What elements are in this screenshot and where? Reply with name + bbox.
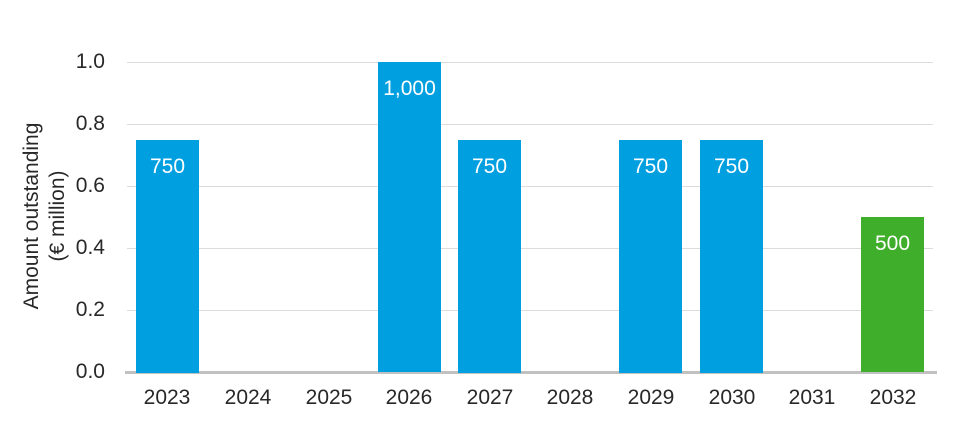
gridline-y-0.2 xyxy=(127,310,933,311)
x-tick-label-2031: 2031 xyxy=(788,386,836,409)
x-axis-line xyxy=(125,371,937,374)
bar-value-label: 750 xyxy=(149,155,186,178)
y-tick-label: 0.2 xyxy=(75,298,105,321)
x-tick-label-2032: 2032 xyxy=(869,386,917,409)
bar-2030 xyxy=(700,140,763,373)
x-tick-label-2026: 2026 xyxy=(385,386,433,409)
y-tick-label: 0.0 xyxy=(75,360,105,383)
bar-2032 xyxy=(861,217,924,372)
y-tick-label: 0.4 xyxy=(75,236,105,259)
y-axis-title: Amount outstanding (€ million) xyxy=(19,123,72,310)
bar-value-label: 750 xyxy=(632,155,669,178)
bar-value-label: 1,000 xyxy=(383,77,436,100)
x-tick-label-2025: 2025 xyxy=(305,386,353,409)
x-tick-label-2030: 2030 xyxy=(708,386,756,409)
bar-2023 xyxy=(136,140,199,373)
gridline-y-0.8 xyxy=(127,124,933,125)
x-tick-label-2028: 2028 xyxy=(546,386,594,409)
y-axis-title-line1: Amount outstanding xyxy=(19,122,43,310)
x-tick-label-2029: 2029 xyxy=(627,386,675,409)
bar-value-label: 750 xyxy=(713,155,750,178)
bar-2029 xyxy=(619,140,682,373)
gridline-y-1.0 xyxy=(127,62,933,63)
bar-value-label: 500 xyxy=(874,232,911,255)
bar-2027 xyxy=(458,140,521,373)
y-tick-label: 0.8 xyxy=(75,112,105,135)
gridline-y-0.6 xyxy=(127,186,933,187)
x-tick-label-2027: 2027 xyxy=(466,386,514,409)
bar-value-label: 750 xyxy=(471,155,508,178)
gridline-y-0.4 xyxy=(127,248,933,249)
x-tick-label-2023: 2023 xyxy=(143,386,191,409)
x-tick-label-2024: 2024 xyxy=(224,386,272,409)
bar-2026 xyxy=(378,62,441,372)
y-axis-title-line2: (€ million) xyxy=(46,170,69,262)
y-tick-label: 1.0 xyxy=(75,50,105,73)
y-tick-label: 0.6 xyxy=(75,174,105,197)
